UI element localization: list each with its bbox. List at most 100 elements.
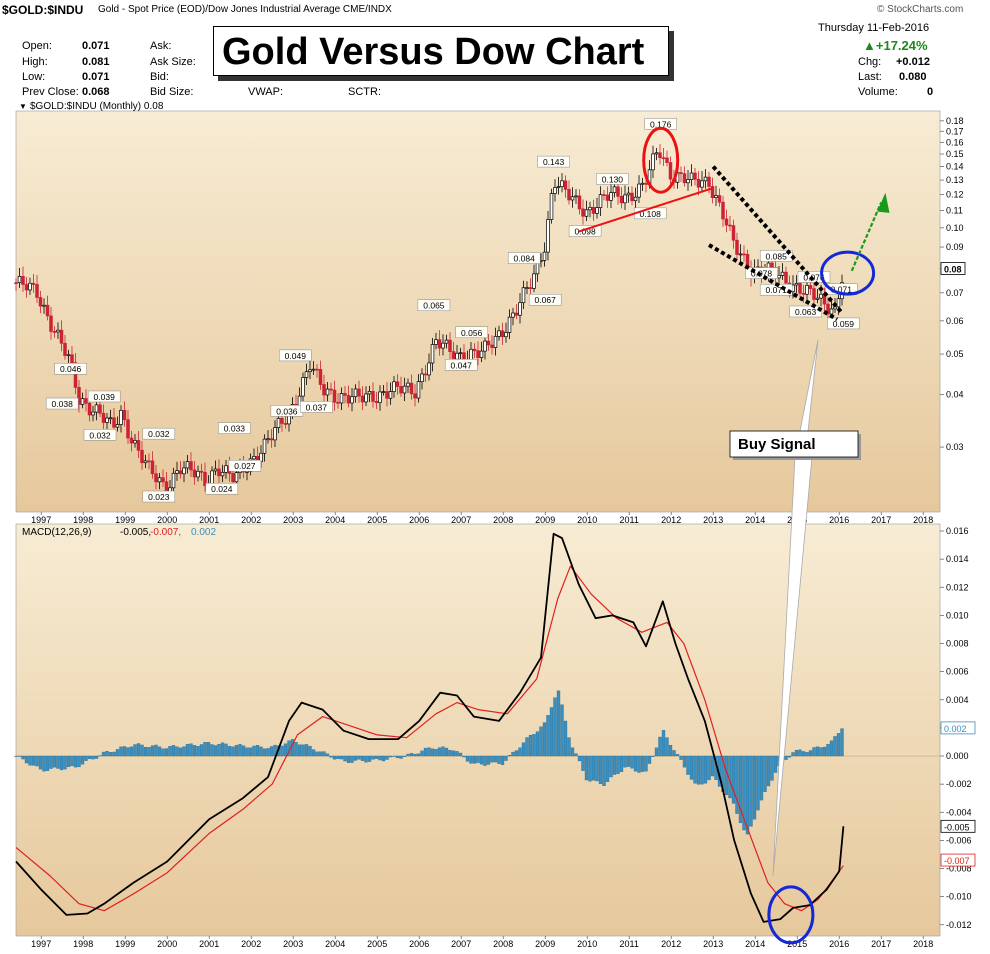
stockcharts-logo: © StockCharts.com bbox=[877, 4, 964, 15]
macd-histogram-bar bbox=[304, 744, 309, 757]
macd-xtick-label: 2007 bbox=[451, 939, 471, 949]
macd-histogram-bar bbox=[756, 755, 760, 811]
macd-value-label: 0.002 bbox=[944, 724, 967, 734]
macd-histogram-bar bbox=[553, 697, 557, 757]
red-circle-peak bbox=[642, 126, 680, 194]
macd-line bbox=[15, 532, 845, 923]
candle-body bbox=[374, 401, 379, 403]
macd-histogram-bar bbox=[315, 751, 319, 757]
quote-chg-label: Chg: bbox=[858, 56, 882, 68]
macd-histogram-bar bbox=[616, 755, 620, 774]
candle bbox=[77, 380, 81, 413]
candle bbox=[406, 378, 410, 394]
macd-xtick-label: 2006 bbox=[409, 939, 429, 949]
candle-body bbox=[112, 417, 116, 428]
quote-prevclose-label: Prev Close: bbox=[22, 86, 79, 98]
candle-body bbox=[563, 180, 568, 190]
price-xtick-label: 2003 bbox=[283, 515, 303, 525]
candle-body bbox=[609, 192, 613, 201]
candle-body bbox=[623, 194, 627, 204]
macd-histogram-bar bbox=[56, 755, 60, 769]
wedge-lower-line bbox=[707, 243, 839, 322]
macd-histogram-bar bbox=[66, 755, 71, 767]
macd-histogram-bar bbox=[742, 755, 746, 831]
up-arrow-icon: ▲ bbox=[863, 38, 876, 53]
macd-histogram-bar bbox=[231, 746, 235, 757]
candle-body bbox=[707, 176, 711, 187]
macd-histogram-bar bbox=[42, 755, 46, 772]
macd-histogram-bar bbox=[521, 742, 526, 757]
macd-histogram-bar bbox=[483, 755, 487, 766]
candle-body bbox=[742, 253, 746, 256]
macd-histogram-bar bbox=[59, 755, 64, 771]
candle-body bbox=[150, 460, 155, 475]
candle bbox=[28, 277, 32, 295]
candle bbox=[185, 455, 190, 474]
macd-histogram-bar bbox=[255, 745, 260, 757]
candle-body bbox=[644, 182, 648, 185]
macd-histogram-bar bbox=[392, 755, 396, 757]
buy-signal-label: Buy Signal bbox=[738, 436, 816, 453]
candle-body bbox=[360, 395, 365, 403]
price-label: 0.032 bbox=[89, 430, 111, 440]
candle-body bbox=[801, 292, 806, 295]
macd-histogram-bar bbox=[441, 746, 445, 757]
candle bbox=[385, 382, 389, 407]
candle-body bbox=[84, 398, 88, 404]
candle bbox=[430, 338, 435, 372]
macd-xtick-label: 2004 bbox=[325, 939, 345, 949]
macd-histogram-bar bbox=[444, 747, 449, 757]
price-xtick-label: 2013 bbox=[703, 515, 723, 525]
candle bbox=[717, 188, 722, 207]
price-ytick-label: 0.12 bbox=[946, 190, 964, 200]
macd-histogram-bar bbox=[451, 750, 456, 757]
candle bbox=[549, 188, 554, 224]
price-label: 0.176 bbox=[650, 119, 672, 129]
quote-open-value: 0.071 bbox=[82, 40, 110, 52]
candle bbox=[728, 215, 732, 232]
candle-body bbox=[31, 282, 36, 285]
macd-histogram-bar bbox=[815, 746, 820, 757]
macd-histogram-bar bbox=[367, 755, 372, 762]
candle bbox=[56, 322, 60, 339]
macd-histogram-bar bbox=[38, 755, 43, 770]
quote-date: Thursday 11-Feb-2016 bbox=[818, 22, 930, 34]
macd-histogram-bar bbox=[465, 755, 470, 762]
macd-histogram-bar bbox=[556, 690, 561, 757]
macd-histogram-bar bbox=[147, 747, 151, 757]
candle-body bbox=[633, 196, 638, 202]
macd-histogram-bar bbox=[322, 751, 326, 757]
wedge-upper-line bbox=[711, 165, 843, 314]
price-label-box bbox=[142, 490, 176, 503]
macd-histogram-bar bbox=[395, 755, 400, 759]
candle bbox=[437, 330, 442, 356]
macd-histogram-bar bbox=[472, 755, 477, 764]
candle-body bbox=[451, 351, 456, 360]
macd-histogram-bar bbox=[91, 755, 95, 760]
price-label: 0.023 bbox=[148, 492, 170, 502]
candle bbox=[623, 185, 627, 210]
candle bbox=[189, 452, 193, 478]
macd-histogram-bar bbox=[672, 750, 676, 757]
macd-histogram-bar bbox=[535, 731, 540, 757]
candle bbox=[402, 377, 407, 401]
macd-histogram-bar bbox=[696, 755, 701, 785]
macd-legend-histogram: 0.002 bbox=[191, 527, 216, 538]
macd-histogram-bar bbox=[63, 755, 67, 770]
candle-body bbox=[80, 398, 85, 405]
candle-body bbox=[829, 308, 834, 315]
candle-body bbox=[658, 152, 662, 159]
quote-prevclose-value: 0.068 bbox=[82, 86, 110, 98]
price-ytick-label: 0.09 bbox=[946, 242, 964, 252]
candle-body bbox=[665, 157, 669, 163]
candle bbox=[266, 430, 270, 444]
price-label: 0.056 bbox=[461, 328, 483, 338]
candle bbox=[350, 388, 354, 412]
candle-body bbox=[38, 297, 43, 307]
candle-body bbox=[808, 285, 813, 289]
candle-body bbox=[392, 381, 396, 392]
candle-body bbox=[693, 172, 697, 180]
candle bbox=[161, 469, 165, 487]
candle-body bbox=[441, 342, 445, 349]
